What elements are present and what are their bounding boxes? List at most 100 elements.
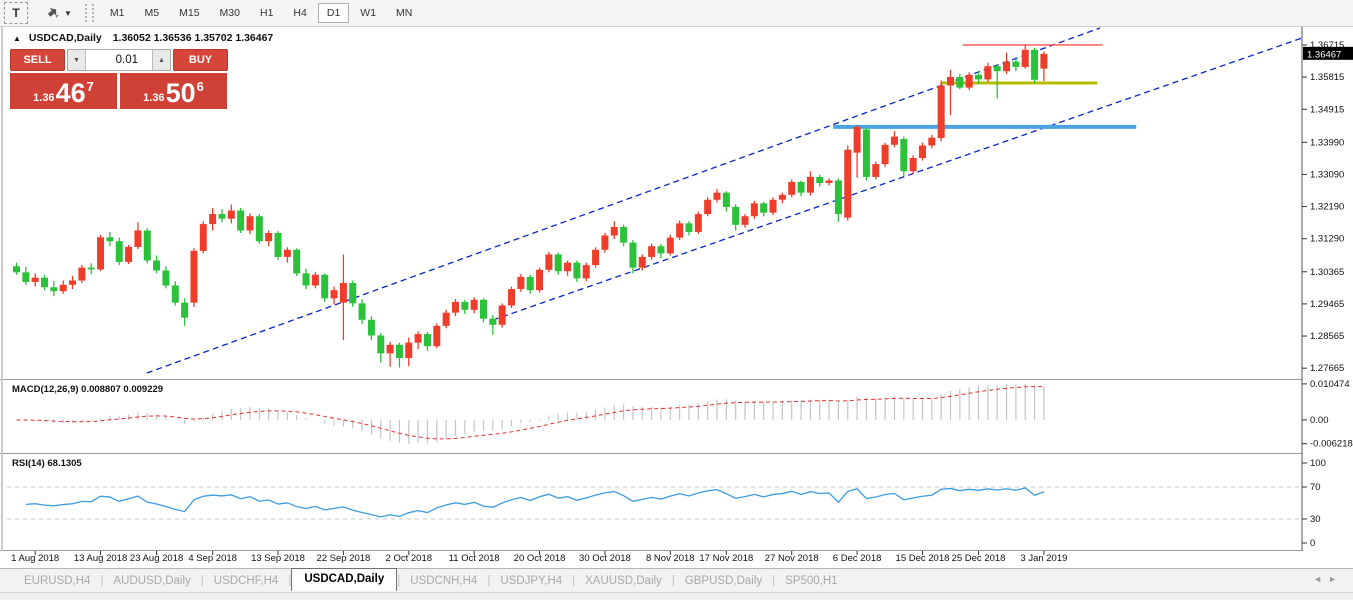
- candle-body: [750, 203, 758, 217]
- timeframe-button-w1[interactable]: W1: [360, 7, 377, 19]
- chart-tab-usdchf-h4[interactable]: USDCHF,H4: [213, 575, 279, 587]
- candle-body: [900, 139, 908, 172]
- chart-ohlc-values: 1.36052 1.36536 1.35702 1.36467: [112, 32, 274, 44]
- candle-body: [255, 216, 263, 242]
- macd-axis-label: -0.006218: [1310, 439, 1353, 450]
- buy-price-display[interactable]: 1.36 50 6: [120, 73, 227, 109]
- candle-body: [1031, 49, 1039, 80]
- candle-body: [601, 235, 609, 250]
- tab-divider: |: [397, 575, 401, 587]
- candle-body: [386, 344, 394, 354]
- candle-body: [190, 250, 198, 303]
- candle-body: [620, 226, 628, 243]
- macd-axis-label: 0.010474: [1310, 379, 1350, 390]
- candle-body: [1012, 61, 1020, 67]
- timeframe-button-h1[interactable]: H1: [259, 7, 274, 19]
- candle-body: [237, 210, 245, 231]
- buy-button[interactable]: BUY: [173, 49, 228, 71]
- candle-body: [78, 267, 86, 281]
- timeframe-button-m15[interactable]: M15: [179, 7, 200, 19]
- candle-body: [806, 176, 814, 193]
- candle-body: [13, 266, 20, 273]
- candle-body: [638, 256, 646, 268]
- channel-upper-trendline[interactable]: [492, 37, 1303, 321]
- candle-body: [666, 237, 674, 254]
- candle-body: [1021, 49, 1029, 67]
- candle-body: [199, 224, 207, 251]
- collapse-triangle-icon[interactable]: ▲: [13, 34, 21, 43]
- candle-body: [321, 274, 329, 299]
- candle-body: [657, 246, 665, 254]
- chart-tab-eurusd-h4[interactable]: EURUSD,H4: [24, 575, 91, 587]
- chart-tab-sp500-h1[interactable]: SP500,H1: [785, 575, 838, 587]
- timeframe-button-m30[interactable]: M30: [219, 7, 240, 19]
- candle-body: [265, 233, 273, 242]
- timeframe-button-m1[interactable]: M1: [109, 7, 125, 19]
- candle-body: [956, 76, 964, 88]
- candle-body: [414, 334, 422, 343]
- candle-body: [965, 74, 973, 88]
- chart-tab-usdjpy-h4[interactable]: USDJPY,H4: [500, 575, 563, 587]
- candle-body: [41, 277, 49, 288]
- chart-tab-xauusd-daily[interactable]: XAUUSD,Daily: [585, 575, 662, 587]
- text-tool-button[interactable]: T: [4, 2, 28, 24]
- buy-price-prefix: 1.36: [143, 92, 165, 104]
- one-click-trading-panel: SELL ▼ 0.01 ▲ BUY 1.36 46 7 1.36 50 6: [10, 49, 228, 109]
- date-axis-label: 15 Dec 2018: [896, 553, 950, 564]
- candle-body: [498, 305, 506, 325]
- chart-tab-gbpusd-daily[interactable]: GBPUSD,Daily: [684, 575, 763, 587]
- chart-tab-audusd-daily[interactable]: AUDUSD,Daily: [113, 575, 191, 587]
- candle-body: [554, 254, 562, 272]
- candle-body: [881, 144, 889, 165]
- tab-scroll-left-icon[interactable]: ◄: [1313, 574, 1329, 584]
- candle-body: [517, 276, 525, 290]
- crosshair-tool-button[interactable]: ▼: [42, 3, 75, 23]
- chart-tab-usdcnh-h4[interactable]: USDCNH,H4: [410, 575, 478, 587]
- candle-body: [1003, 61, 1011, 72]
- macd-pane-title: MACD(12,26,9) 0.008807 0.009229: [12, 384, 164, 395]
- rsi-axis-label: 100: [1310, 458, 1326, 469]
- status-bar: [0, 592, 1353, 600]
- candle-body: [143, 230, 151, 261]
- chart-tabs: EURUSD,H4 | AUDUSD,Daily | USDCHF,H4 | USDCAD,…: [14, 568, 848, 591]
- timeframe-button-h4[interactable]: H4: [293, 7, 307, 19]
- volume-decrease-button[interactable]: ▼: [68, 50, 86, 70]
- candle-body: [367, 319, 375, 336]
- candle-body: [59, 284, 67, 292]
- volume-increase-button[interactable]: ▲: [152, 50, 170, 70]
- toolbar-grip[interactable]: [84, 4, 94, 22]
- candle-body: [629, 242, 637, 268]
- candle-body: [293, 249, 301, 274]
- timeframe-button-m5[interactable]: M5: [144, 7, 160, 19]
- rsi-line: [25, 487, 1045, 518]
- candle-body: [797, 181, 805, 193]
- chart-tab-usdcad-daily[interactable]: USDCAD,Daily: [291, 568, 398, 591]
- chevron-down-icon: ▼: [64, 8, 72, 18]
- candle-body: [442, 312, 450, 326]
- candle-body: [302, 273, 310, 286]
- candle-body: [246, 216, 254, 231]
- date-axis-label: 13 Sep 2018: [251, 553, 305, 564]
- candle-body: [218, 214, 226, 219]
- sell-button[interactable]: SELL: [10, 49, 65, 71]
- candle-body: [573, 262, 581, 279]
- timeframe-button-mn[interactable]: MN: [396, 7, 413, 19]
- tab-scroll-right-icon[interactable]: ►: [1328, 574, 1343, 584]
- sell-price-display[interactable]: 1.36 46 7: [10, 73, 117, 109]
- sell-price-main: 46: [55, 78, 86, 108]
- candle-body: [339, 283, 347, 303]
- price-axis-label: 1.35815: [1310, 72, 1344, 83]
- date-axis-label: 6 Dec 2018: [833, 553, 882, 564]
- rsi-axis-label: 0: [1310, 538, 1315, 549]
- timeframe-button-d1[interactable]: D1: [317, 3, 350, 23]
- candle-body: [722, 192, 730, 207]
- candle-body: [227, 210, 235, 219]
- chart-tab-bar: EURUSD,H4 | AUDUSD,Daily | USDCHF,H4 | USDCAD,…: [0, 568, 1353, 593]
- price-axis-label: 1.31290: [1310, 234, 1344, 245]
- date-axis-label: 2 Oct 2018: [386, 553, 432, 564]
- candle-body: [31, 277, 39, 282]
- candle-body: [862, 129, 870, 177]
- volume-value[interactable]: 0.01: [115, 54, 138, 66]
- price-axis-label: 1.36715: [1310, 40, 1344, 51]
